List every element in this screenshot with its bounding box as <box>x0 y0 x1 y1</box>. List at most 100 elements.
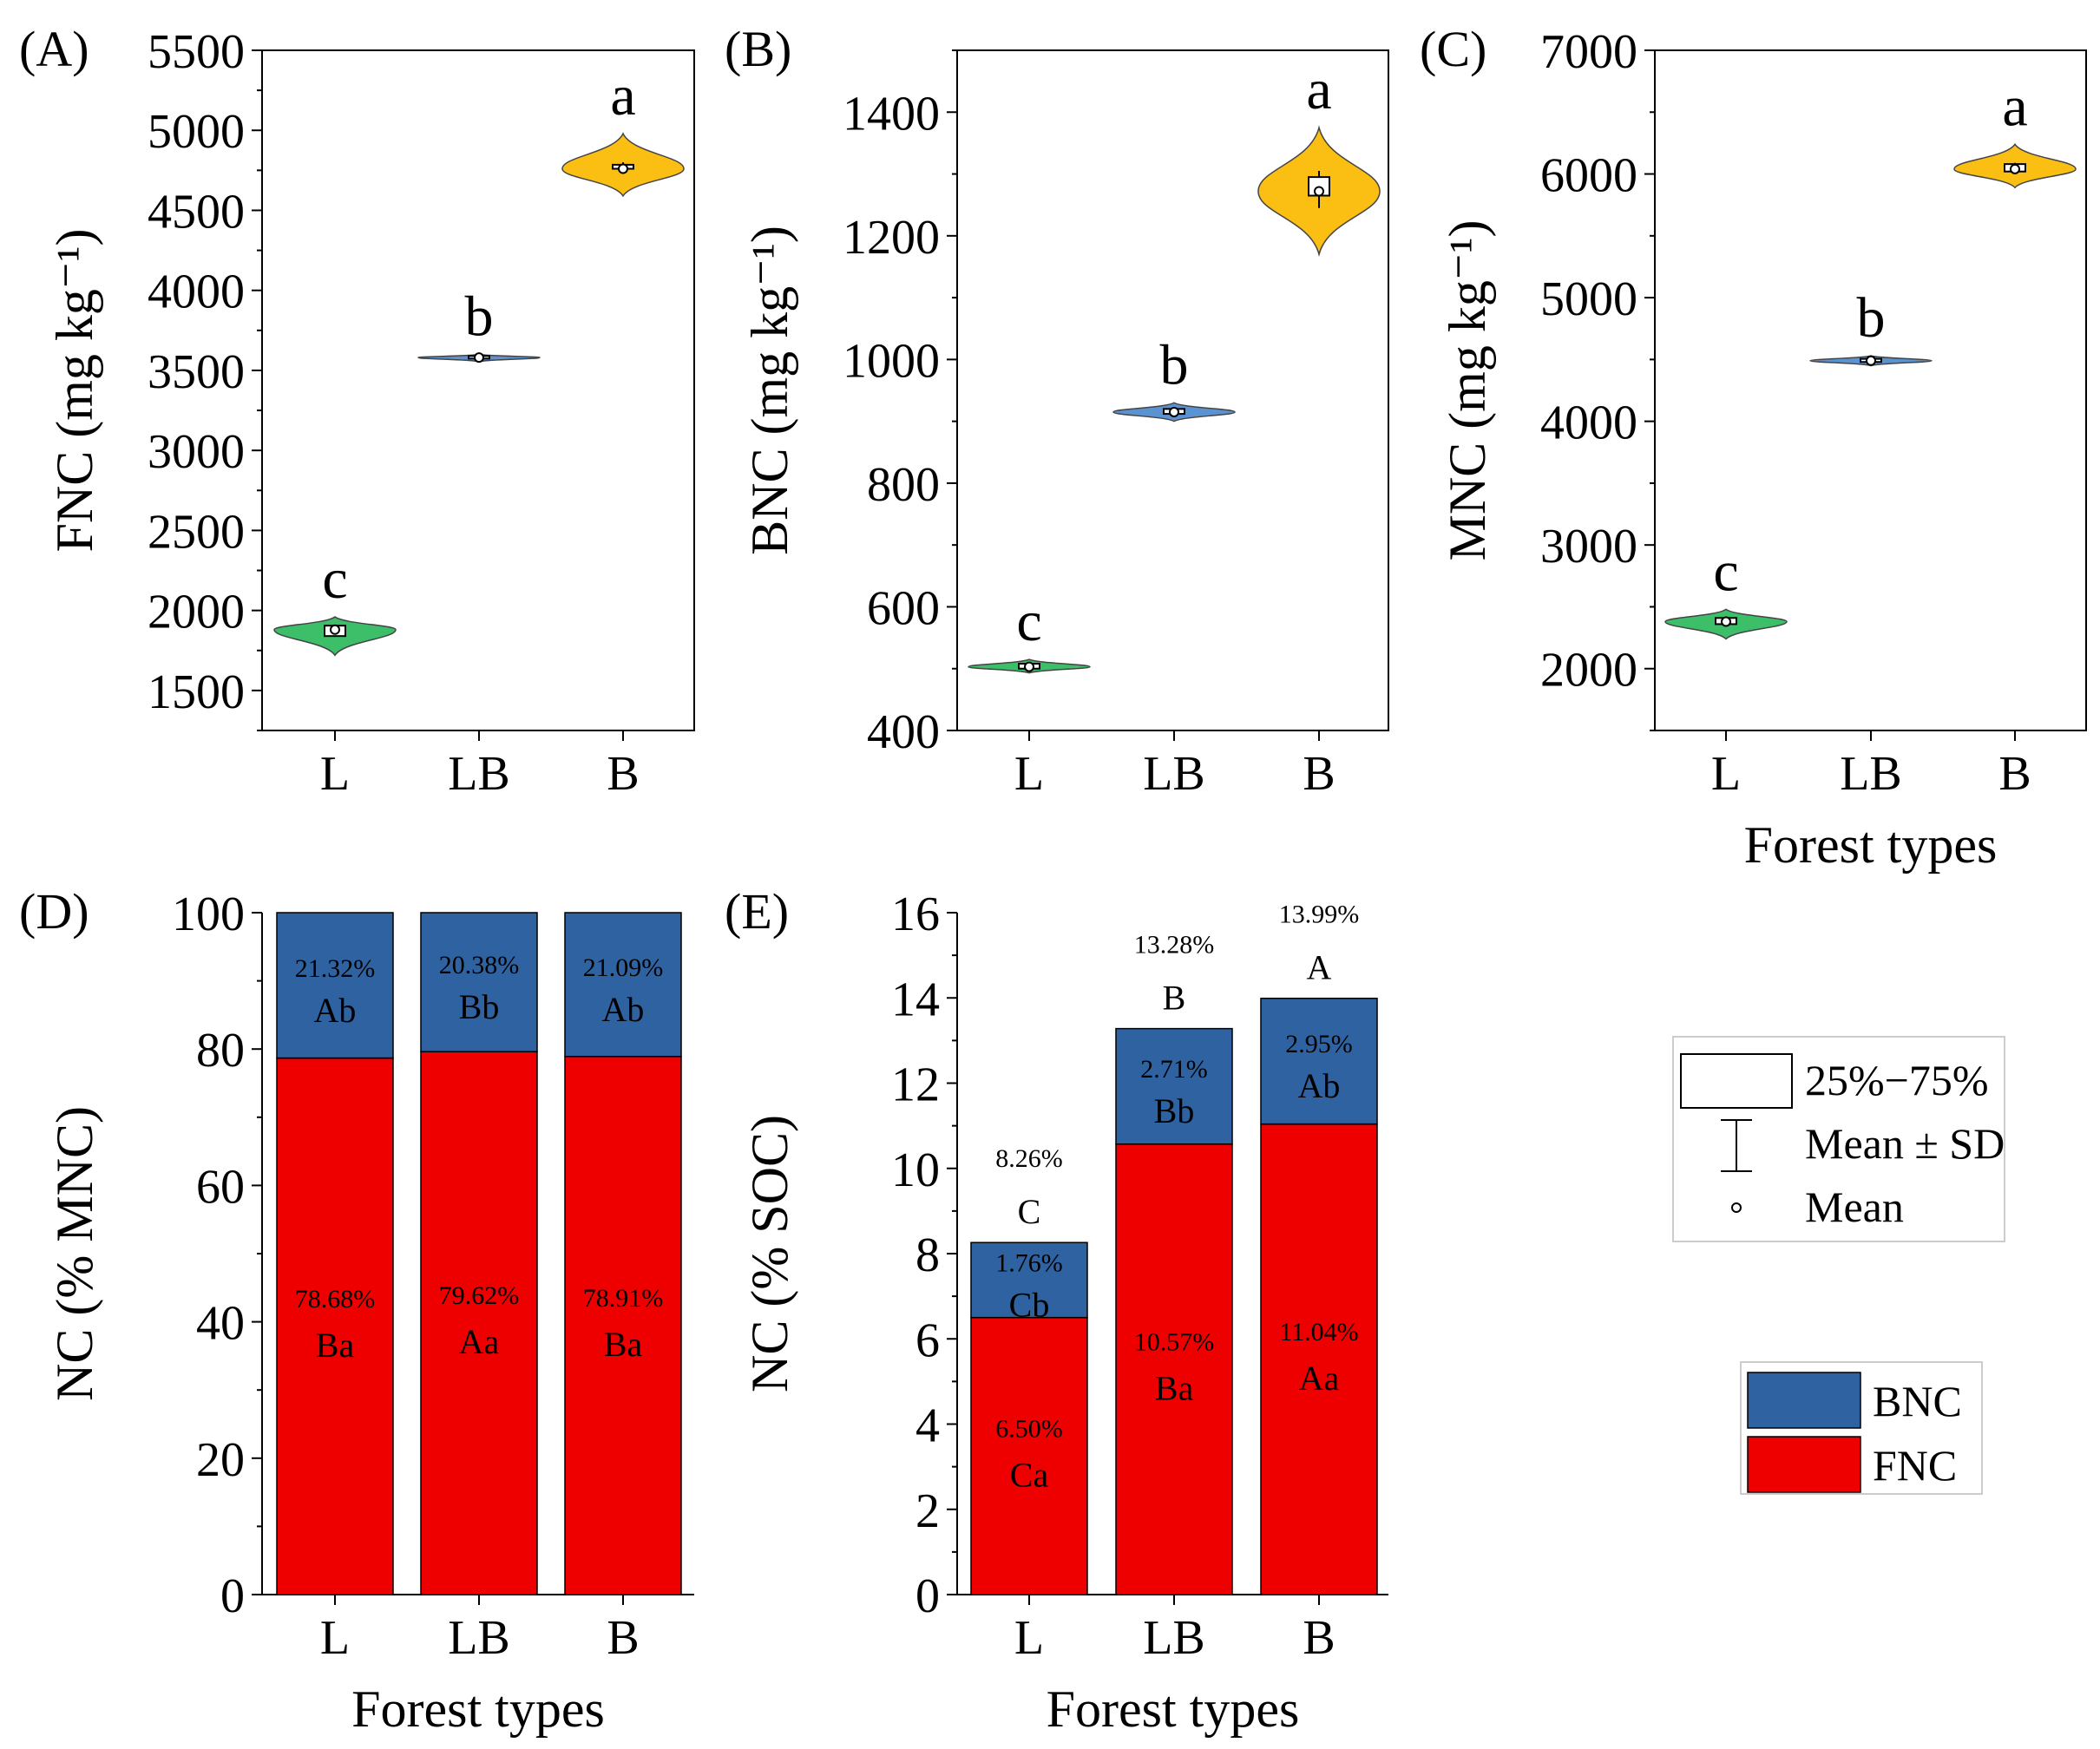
bar-bnc-LB <box>420 912 538 1052</box>
panel-tag: (E) <box>725 883 789 940</box>
bnc-value-label: 2.71% <box>1140 1055 1208 1084</box>
y-tick-label: 80 <box>196 1024 245 1078</box>
x-axis-label: Forest types <box>1744 816 1998 874</box>
mean-marker-L <box>1721 616 1731 627</box>
y-tick-label: 5500 <box>148 25 245 79</box>
bar-fnc-L <box>276 1057 394 1595</box>
y-tick-label: 7000 <box>1540 25 1637 79</box>
bar-bnc-L <box>276 912 394 1059</box>
bnc-letter-label: Cb <box>1009 1285 1050 1324</box>
fnc-value-label: 10.57% <box>1134 1327 1215 1356</box>
y-tick-label: 1500 <box>148 665 245 719</box>
legend-sd-symbol <box>1721 1119 1752 1172</box>
legend-bnc-label: BNC <box>1873 1377 1962 1425</box>
total-value-label: 13.99% <box>1279 901 1360 929</box>
significance-letter-LB: b <box>465 285 494 348</box>
x-tick-label: LB <box>1143 1611 1205 1665</box>
bar-bnc-L <box>970 1241 1088 1319</box>
stack-legend-frame <box>1740 1361 1983 1495</box>
x-tick-label: L <box>1014 1611 1044 1665</box>
significance-letter-B: a <box>610 64 635 128</box>
total-value-label: 8.26% <box>995 1144 1063 1173</box>
bnc-value-label: 21.32% <box>295 954 376 983</box>
bnc-value-label: 20.38% <box>439 951 520 979</box>
y-tick-label: 5000 <box>1540 272 1637 326</box>
bnc-letter-label: Ab <box>314 991 357 1030</box>
x-tick-label: B <box>607 1611 639 1665</box>
stats-legend-frame <box>1672 1036 2005 1242</box>
mean-marker-L <box>330 624 340 635</box>
y-axis-label: NC (% MNC) <box>46 1106 103 1401</box>
y-tick-label: 12 <box>891 1058 940 1112</box>
panel-tag: (C) <box>1420 21 1486 77</box>
x-tick-label: L <box>1711 747 1741 801</box>
y-tick-label: 100 <box>172 888 245 941</box>
bnc-letter-label: Bb <box>1154 1091 1195 1130</box>
mean-marker-LB <box>1866 355 1876 366</box>
mean-marker-B <box>1314 186 1324 197</box>
stack-legend: BNC FNC <box>1740 1361 1983 1495</box>
y-tick-label: 1200 <box>843 211 940 265</box>
y-axis-label: NC (% SOC) <box>741 1115 798 1392</box>
mean-marker-LB <box>1169 406 1179 417</box>
y-tick-label: 0 <box>915 1569 940 1623</box>
y-tick-label: 1400 <box>843 87 940 141</box>
significance-letter-L: c <box>1713 540 1738 603</box>
total-value-label: 13.28% <box>1134 931 1215 960</box>
x-tick-label: LB <box>1143 747 1205 801</box>
panel-tag: (D) <box>19 883 89 940</box>
y-tick-label: 4500 <box>148 185 245 239</box>
significance-letter-LB: b <box>1857 286 1886 350</box>
fnc-letter-label: Aa <box>1299 1359 1340 1398</box>
mean-marker-LB <box>474 352 484 364</box>
panel-b: 400 600 800 1000 1200 1400 L LB B BNC (mg kg⁻¹) (B… <box>725 21 1389 801</box>
panel-a: 1500 2000 2500 3000 3500 4000 4500 5000 5500 L LB B… <box>19 21 695 801</box>
bnc-letter-label: Bb <box>459 987 500 1026</box>
fnc-value-label: 6.50% <box>995 1414 1063 1443</box>
y-tick-label: 2000 <box>1540 644 1637 698</box>
y-tick-label: 4000 <box>1540 396 1637 450</box>
bar-bnc-LB <box>1115 1027 1233 1145</box>
x-axis-label: Forest types <box>351 1680 605 1738</box>
x-tick-label: B <box>1303 1611 1335 1665</box>
y-tick-label: 8 <box>915 1228 940 1282</box>
y-axis-label: MNC (mg kg⁻¹) <box>1439 220 1496 561</box>
fnc-letter-label: Aa <box>459 1322 500 1361</box>
mean-marker-L <box>1024 661 1034 672</box>
panel-e: 0 2 4 6 8 10 12 14 16 L LB B NC (% SOC) Forest types (… <box>725 883 1388 1738</box>
x-tick-label: L <box>320 1611 350 1665</box>
y-tick-label: 10 <box>891 1143 940 1197</box>
x-tick-label: B <box>607 747 639 801</box>
bar-fnc-LB <box>1115 1143 1233 1595</box>
x-tick-label: B <box>1303 747 1335 801</box>
legend-fnc-swatch <box>1747 1436 1861 1493</box>
y-tick-label: 400 <box>867 705 940 759</box>
fnc-letter-label: Ba <box>1155 1368 1194 1407</box>
bar-fnc-LB <box>420 1051 538 1595</box>
significance-letter-LB: b <box>1160 333 1189 396</box>
y-tick-label: 60 <box>196 1160 245 1214</box>
y-axis-label: BNC (mg kg⁻¹) <box>741 226 798 555</box>
fnc-letter-label: Ca <box>1010 1455 1049 1494</box>
x-tick-label: L <box>1014 747 1044 801</box>
y-tick-label: 5000 <box>148 105 245 159</box>
panel-tag: (A) <box>19 21 89 77</box>
legend-box-swatch <box>1680 1053 1793 1109</box>
significance-letter-L: c <box>1016 590 1041 653</box>
bar-bnc-B <box>564 912 682 1058</box>
plot-frame <box>956 49 1389 731</box>
fnc-letter-label: Ba <box>604 1325 643 1364</box>
total-letter-label: C <box>1018 1192 1041 1231</box>
y-tick-label: 40 <box>196 1297 245 1351</box>
stats-legend: 25%−75% Mean ± SD Mean <box>1672 1036 2005 1242</box>
y-tick-label: 1000 <box>843 334 940 388</box>
fnc-value-label: 78.91% <box>583 1284 664 1313</box>
bnc-letter-label: Ab <box>602 990 645 1029</box>
y-tick-label: 14 <box>891 973 940 1026</box>
panel-tag: (B) <box>725 21 791 77</box>
y-tick-label: 3000 <box>148 425 245 479</box>
x-tick-label: L <box>320 747 350 801</box>
panel-d: 0 20 40 60 80 100 L LB B NC (% MNC) Forest types (D… <box>19 883 694 1738</box>
legend-fnc-label: FNC <box>1873 1441 1957 1490</box>
